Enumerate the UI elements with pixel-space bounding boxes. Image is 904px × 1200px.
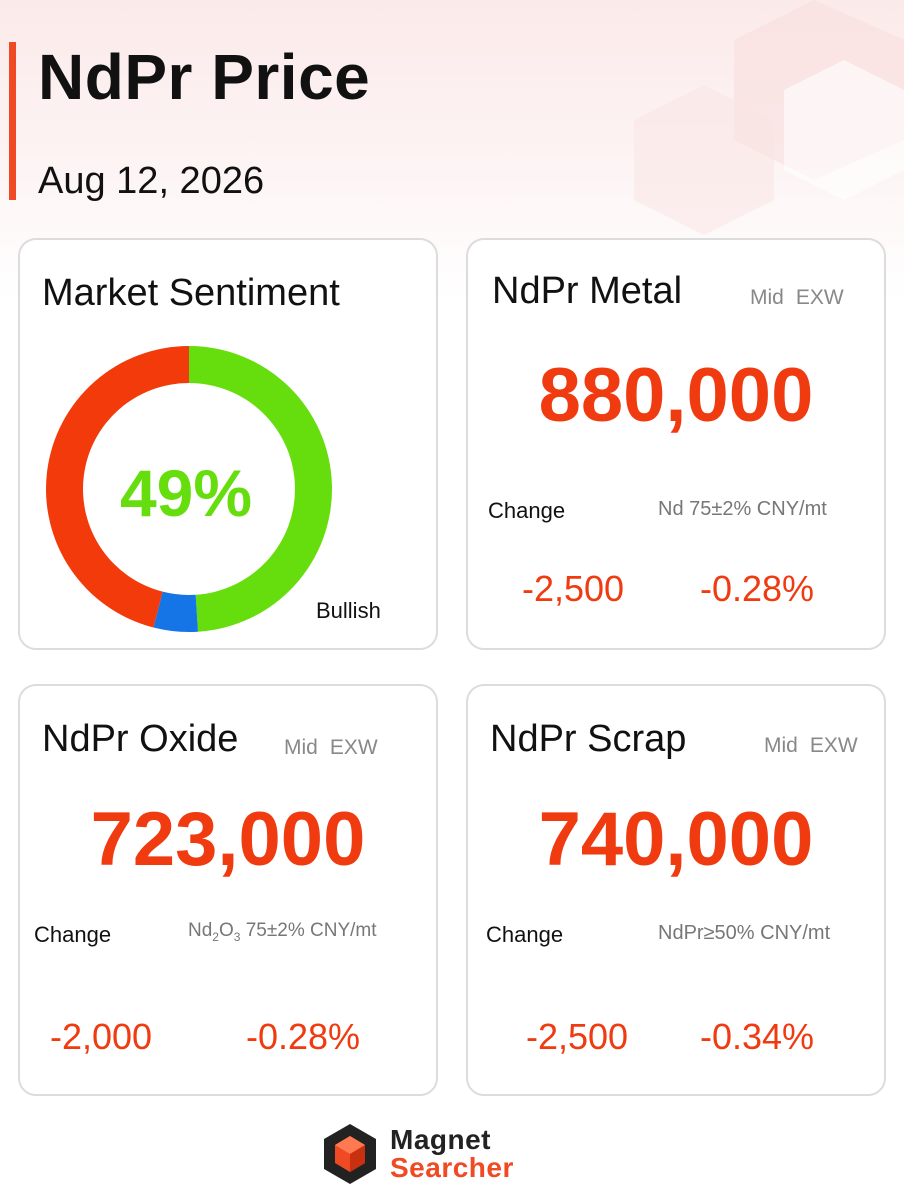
scrap-change-pct: -0.34% bbox=[700, 1016, 815, 1057]
metal-change-label: Change bbox=[488, 498, 566, 523]
decorative-shapes bbox=[634, 0, 904, 235]
oxide-spec: Nd2O3 75±2% CNY/mt bbox=[188, 920, 377, 944]
brand-logo: Magnet Searcher bbox=[320, 1120, 550, 1190]
sentiment-title: Market Sentiment bbox=[42, 272, 340, 314]
logo-text-searcher: Searcher bbox=[390, 1152, 514, 1183]
scrap-card: NdPr Scrap Mid EXW 740,000 Change NdPr≥50… bbox=[466, 684, 886, 1096]
metal-title: NdPr Metal bbox=[492, 270, 683, 312]
metal-price: 880,000 bbox=[538, 353, 814, 438]
metal-card: NdPr Metal Mid EXW 880,000 Change Nd 75±2… bbox=[466, 238, 886, 650]
oxide-tag-mid: Mid bbox=[284, 736, 318, 759]
oxide-change-abs: -2,000 bbox=[50, 1016, 153, 1057]
scrap-price: 740,000 bbox=[538, 797, 814, 882]
hexagon-logo-icon bbox=[324, 1124, 376, 1184]
page-title: NdPr Price bbox=[38, 41, 371, 113]
metal-tag-exw: EXW bbox=[795, 286, 844, 309]
oxide-tag-exw: EXW bbox=[329, 736, 378, 759]
sentiment-donut bbox=[46, 346, 332, 632]
sentiment-label: Bullish bbox=[316, 598, 381, 623]
oxide-change-pct: -0.28% bbox=[246, 1016, 361, 1057]
metal-tag-mid: Mid bbox=[750, 286, 784, 309]
sentiment-card: Market Sentiment 49% Bullish bbox=[18, 238, 438, 650]
scrap-tag-mid: Mid bbox=[764, 734, 798, 757]
oxide-card: NdPr Oxide Mid EXW 723,000 Change Nd2O3 7… bbox=[18, 684, 438, 1096]
title-accent-bar bbox=[9, 42, 16, 200]
scrap-spec: NdPr≥50% CNY/mt bbox=[658, 922, 831, 944]
metal-tags: Mid EXW bbox=[750, 286, 844, 310]
sentiment-percent: 49% bbox=[119, 456, 253, 530]
oxide-title: NdPr Oxide bbox=[42, 718, 239, 760]
oxide-price: 723,000 bbox=[90, 797, 366, 882]
donut-segment-bullish bbox=[189, 346, 332, 632]
donut-segment-bearish bbox=[46, 346, 190, 628]
scrap-title: NdPr Scrap bbox=[490, 718, 687, 760]
metal-spec: Nd 75±2% CNY/mt bbox=[658, 498, 827, 520]
oxide-change-label: Change bbox=[34, 922, 112, 947]
scrap-change-label: Change bbox=[486, 922, 564, 947]
metal-change-pct: -0.28% bbox=[700, 568, 815, 609]
page-date: Aug 12, 2026 bbox=[38, 160, 265, 202]
metal-change-abs: -2,500 bbox=[522, 568, 625, 609]
oxide-tags: Mid EXW bbox=[284, 736, 378, 760]
scrap-tag-exw: EXW bbox=[809, 734, 858, 757]
scrap-tags: Mid EXW bbox=[764, 734, 858, 758]
scrap-change-abs: -2,500 bbox=[526, 1016, 629, 1057]
donut-segment-neutral bbox=[153, 591, 198, 632]
logo-text-magnet: Magnet bbox=[390, 1124, 491, 1155]
